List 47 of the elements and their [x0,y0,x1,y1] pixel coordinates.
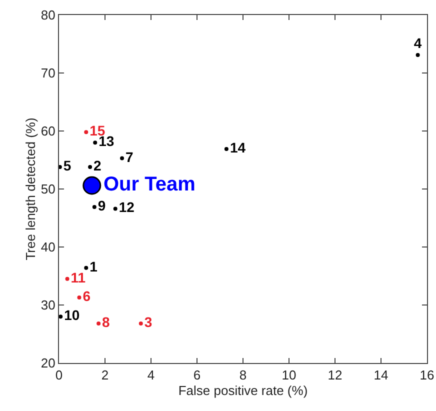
x-tick-label: 0 [55,368,63,383]
y-tick-label: 40 [40,240,56,255]
point [84,130,88,134]
point [88,164,92,169]
series-label: Our Team [104,174,196,196]
series-label: 3 [144,314,152,330]
y-tick-label: 20 [40,356,56,371]
series-label: 2 [94,157,102,174]
series-label: 6 [82,288,91,304]
series-label: 14 [230,139,246,156]
series-label: 9 [98,197,106,214]
x-tick-label: 2 [101,368,109,383]
x-tick-label: 10 [282,368,296,383]
series-label: 1 [90,258,98,274]
point [82,176,102,195]
x-tick-label: 6 [193,368,201,383]
x-tick-label: 14 [374,368,388,383]
point [120,156,124,160]
y-tick-label: 60 [40,124,56,139]
point [92,204,96,209]
point [77,295,82,300]
x-tick-label: 4 [147,368,155,383]
point [416,53,420,58]
series-label: 8 [102,314,110,330]
point [138,322,143,326]
x-tick-label: 16 [420,368,434,383]
point [93,140,98,145]
series-label: 12 [118,199,135,216]
series-label: 4 [414,35,422,52]
x-tick-label: 8 [239,368,247,383]
y-axis-title: Tree length detected (%) [22,118,38,260]
y-tick-label: 30 [40,298,56,313]
x-tick-label: 12 [328,368,342,383]
series-label: 11 [70,269,86,286]
point [96,322,101,326]
y-tick-label: 50 [40,182,56,197]
point [113,206,118,211]
series-label: 5 [63,157,72,174]
x-axis-title: False positive rate (%) [178,383,308,398]
y-tick-label: 80 [40,8,56,23]
point [58,314,63,319]
series-label: 7 [126,148,134,165]
point [224,146,228,151]
point [84,266,88,270]
y-tick-label: 70 [40,66,56,81]
point [65,276,70,281]
series-label: 10 [64,307,80,324]
